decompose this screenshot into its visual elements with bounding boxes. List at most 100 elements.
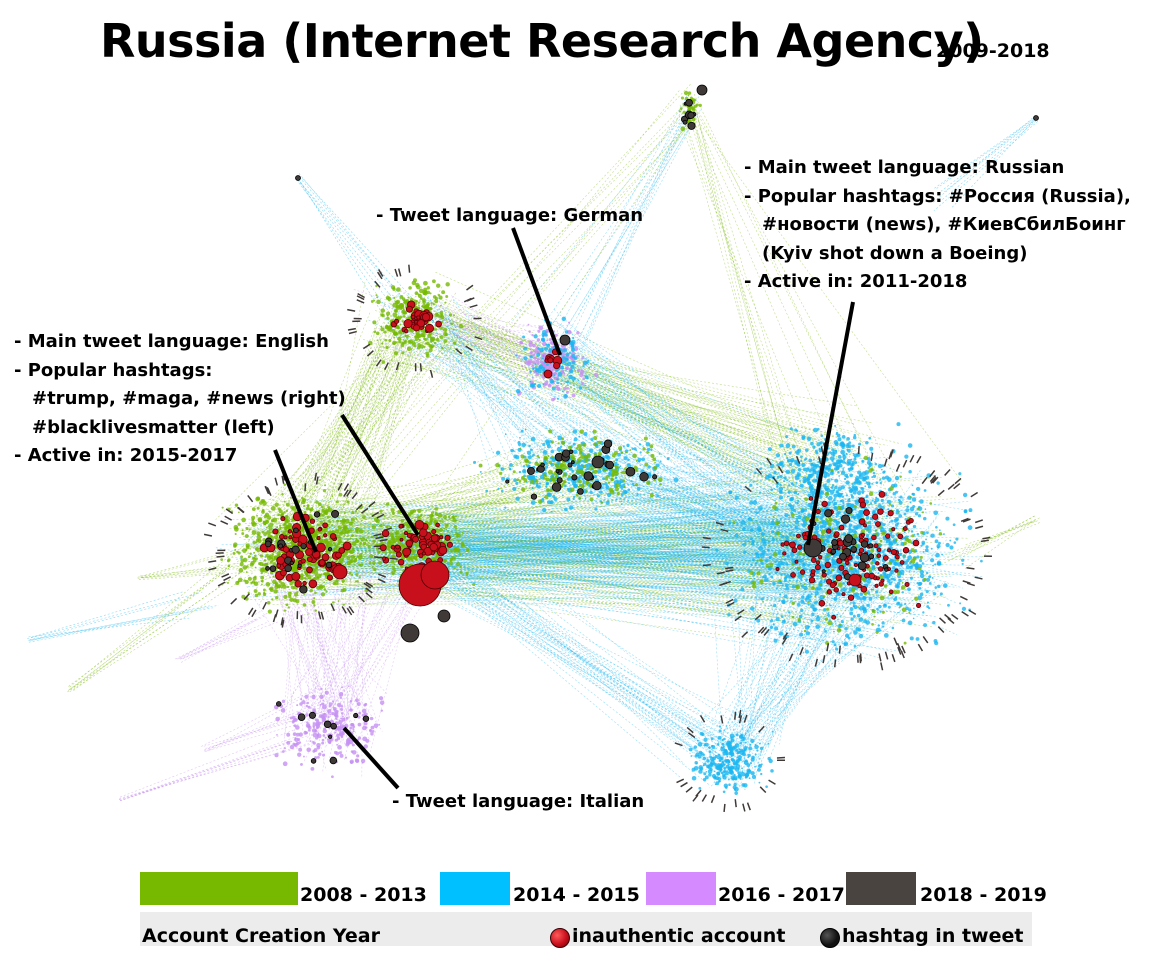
graph-node [835, 449, 838, 452]
graph-node [788, 451, 792, 455]
graph-edge [423, 568, 776, 574]
graph-node [314, 609, 317, 612]
graph-edge [739, 527, 829, 760]
graph-node [857, 606, 860, 609]
graph-edge [451, 298, 574, 448]
graph-edge [447, 340, 857, 407]
graph-node [773, 470, 777, 475]
graph-node [914, 596, 919, 601]
graph-edge [264, 352, 403, 559]
graph-node [394, 309, 399, 313]
graph-node [512, 470, 516, 474]
graph-edge [424, 294, 620, 471]
graph-node [758, 506, 763, 511]
graph-edge [581, 446, 836, 543]
graph-edge [292, 583, 818, 585]
graph-edge [463, 544, 840, 589]
graph-edge [325, 552, 813, 628]
graph-node [447, 515, 451, 519]
graph-node [459, 565, 462, 568]
graph-node [815, 600, 818, 604]
graph-node [787, 490, 791, 494]
graph-node [961, 606, 967, 611]
graph-edge [268, 499, 825, 591]
graph-node [351, 534, 355, 537]
graph-node [396, 326, 401, 330]
graph-node [932, 620, 936, 625]
graph-edge [254, 496, 942, 507]
graph-edge [604, 452, 884, 475]
graph-node [829, 456, 835, 461]
graph-edge [441, 515, 826, 555]
graph-node [780, 615, 784, 619]
graph-node [262, 520, 267, 525]
graph-node [802, 562, 806, 566]
graph-node [281, 512, 285, 515]
graph-edge [331, 434, 540, 576]
graph-node [921, 562, 924, 565]
graph-node [351, 541, 357, 547]
graph-node [312, 568, 317, 572]
graph-edge [288, 548, 789, 553]
graph-node [872, 509, 876, 513]
graph-node [865, 534, 870, 538]
graph-edge [733, 542, 814, 766]
graph-edge [356, 545, 360, 709]
graph-node [533, 356, 537, 360]
graph-node [921, 542, 925, 546]
graph-node [259, 561, 264, 567]
graph-node [532, 343, 536, 348]
graph-node [868, 483, 871, 486]
graph-node [656, 494, 660, 498]
graph-node [895, 527, 898, 530]
graph-node [826, 478, 831, 483]
graph-node [550, 449, 555, 454]
graph-node [428, 306, 433, 311]
graph-node [237, 580, 240, 584]
graph-node [278, 524, 282, 527]
graph-node [916, 507, 920, 511]
graph-node [411, 549, 414, 553]
graph-node [805, 631, 811, 636]
graph-node [786, 495, 789, 498]
graph-edge [265, 103, 686, 538]
graph-edge [529, 503, 838, 540]
graph-node [883, 633, 889, 638]
graph-node [785, 443, 791, 449]
graph-node [818, 521, 822, 525]
graph-node [910, 548, 915, 552]
graph-edge [318, 510, 900, 564]
graph-edge [741, 514, 791, 778]
graph-node [584, 458, 589, 463]
graph-node [853, 517, 856, 520]
graph-edge [339, 445, 548, 559]
graph-node [747, 516, 753, 522]
graph-node [774, 560, 778, 563]
graph-node [849, 607, 854, 611]
graph-edge [555, 363, 809, 549]
graph-node [434, 507, 439, 511]
graph-node [852, 604, 855, 608]
graph-node [444, 333, 448, 337]
graph-node [742, 527, 746, 532]
graph-node [570, 487, 575, 493]
graph-edge [312, 491, 574, 595]
graph-node [619, 485, 623, 489]
graph-node [314, 591, 317, 595]
graph-node [380, 325, 383, 328]
graph-node [850, 617, 854, 621]
graph-node [767, 473, 773, 479]
graph-node [444, 301, 447, 304]
graph-node [478, 463, 483, 468]
graph-node [280, 586, 284, 589]
graph-node [727, 612, 731, 617]
graph-node [761, 538, 766, 543]
graph-edge [585, 357, 834, 497]
graph-edge [313, 319, 408, 558]
graph-edge [206, 704, 321, 752]
graph-edge [275, 575, 774, 616]
graph-node [643, 436, 648, 441]
graph-node [862, 476, 866, 480]
graph-node [919, 555, 923, 559]
graph-edge [556, 475, 745, 599]
